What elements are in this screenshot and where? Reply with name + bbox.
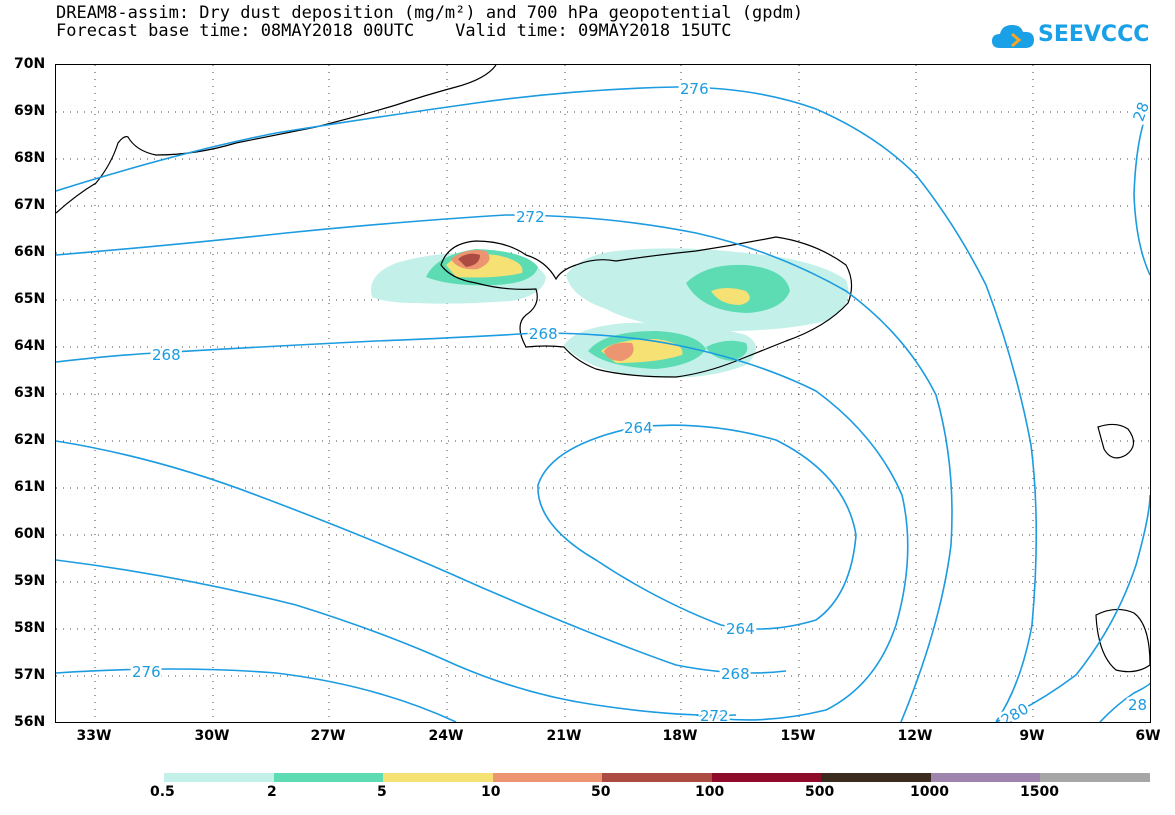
lat-label: 58N bbox=[14, 620, 46, 636]
logo-text: SEEVCCC bbox=[1038, 22, 1150, 47]
legend-swatch bbox=[164, 773, 274, 782]
contour-labels: 276 272 268 268 264 264 268 272 276 280 … bbox=[130, 78, 1151, 723]
legend-label: 1000 bbox=[910, 784, 949, 800]
contour-272-south bbox=[56, 559, 737, 717]
contour-label: 280 bbox=[998, 700, 1032, 722]
lon-label: 30W bbox=[194, 728, 230, 744]
lon-label: 6W bbox=[1135, 728, 1161, 744]
legend-label: 0.5 bbox=[150, 784, 175, 800]
legend-label: 100 bbox=[695, 784, 725, 800]
lat-label: 56N bbox=[14, 714, 46, 730]
coastlines bbox=[56, 65, 1150, 673]
legend-swatch bbox=[1040, 773, 1150, 782]
lat-label: 67N bbox=[14, 197, 46, 213]
faroe-coast bbox=[1097, 423, 1135, 459]
dust-area-10-south bbox=[604, 342, 634, 361]
map-title: DREAM8-assim: Dry dust deposition (mg/m²… bbox=[56, 3, 804, 23]
scotland-coast bbox=[1095, 608, 1150, 673]
lat-label: 63N bbox=[14, 385, 46, 401]
dust-area-5-north bbox=[711, 288, 750, 305]
contour-label: 268 bbox=[529, 325, 558, 343]
legend-swatch bbox=[931, 773, 1040, 782]
legend-swatch bbox=[493, 773, 602, 782]
contour-268 bbox=[56, 332, 909, 721]
lon-label: 21W bbox=[546, 728, 582, 744]
contour-280 bbox=[995, 494, 1150, 722]
contour-276-south bbox=[56, 668, 457, 722]
geopotential-contours bbox=[56, 86, 1150, 722]
graticule bbox=[56, 65, 1150, 722]
contour-28-right bbox=[1133, 104, 1150, 276]
contour-276-north bbox=[56, 86, 1038, 722]
lon-label: 12W bbox=[897, 728, 933, 744]
lat-label: 64N bbox=[14, 338, 46, 354]
lat-label: 59N bbox=[14, 573, 46, 589]
greenland-coast bbox=[56, 65, 497, 214]
lat-label: 66N bbox=[14, 244, 46, 260]
contour-label: 272 bbox=[516, 208, 545, 226]
contour-label: 268 bbox=[152, 346, 181, 364]
contour-268-south bbox=[56, 440, 787, 674]
contour-272 bbox=[56, 214, 953, 722]
lat-label: 60N bbox=[14, 526, 46, 542]
contour-label: 28 bbox=[1129, 100, 1150, 124]
legend-swatch bbox=[712, 773, 821, 782]
contour-28-bottom bbox=[1099, 682, 1150, 722]
lon-label: 18W bbox=[662, 728, 698, 744]
map-subtitle: Forecast base time: 08MAY2018 00UTC Vali… bbox=[56, 21, 732, 41]
contour-label: 272 bbox=[700, 707, 729, 722]
lon-label: 27W bbox=[310, 728, 346, 744]
lat-label: 62N bbox=[14, 432, 46, 448]
iceland-coast bbox=[440, 236, 853, 378]
lat-label: 61N bbox=[14, 479, 46, 495]
lon-label: 33W bbox=[76, 728, 112, 744]
contour-264 bbox=[537, 424, 857, 630]
lon-label: 15W bbox=[780, 728, 816, 744]
legend-label: 10 bbox=[481, 784, 501, 800]
legend-label: 2 bbox=[267, 784, 277, 800]
legend-label: 5 bbox=[377, 784, 387, 800]
dust-area-50-west bbox=[458, 253, 480, 267]
legend-label: 500 bbox=[805, 784, 835, 800]
lat-label: 65N bbox=[14, 291, 46, 307]
contour-label: 264 bbox=[624, 419, 653, 437]
lon-label: 24W bbox=[428, 728, 464, 744]
lat-label: 70N bbox=[14, 56, 46, 72]
lat-label: 69N bbox=[14, 103, 46, 119]
legend-label: 50 bbox=[591, 784, 611, 800]
contour-label: 276 bbox=[132, 663, 161, 681]
contour-label: 264 bbox=[726, 620, 755, 638]
contour-label: 276 bbox=[680, 80, 709, 98]
legend-swatch bbox=[602, 773, 712, 782]
lat-label: 57N bbox=[14, 667, 46, 683]
legend-label: 1500 bbox=[1020, 784, 1059, 800]
contour-label: 28 bbox=[1128, 696, 1147, 714]
legend-swatch bbox=[383, 773, 493, 782]
seevccc-logo: SEEVCCC bbox=[990, 20, 1149, 54]
map-canvas: 276 272 268 268 264 264 268 272 276 280 … bbox=[56, 65, 1150, 722]
lat-label: 68N bbox=[14, 150, 46, 166]
lon-label: 9W bbox=[1019, 728, 1045, 744]
cloud-icon bbox=[992, 25, 1034, 48]
contour-label: 268 bbox=[721, 665, 750, 683]
legend-swatch bbox=[274, 773, 383, 782]
dust-area-2-north bbox=[686, 264, 790, 313]
dust-area-2-south-e bbox=[706, 340, 748, 361]
legend-swatch bbox=[821, 773, 931, 782]
map-panel: 276 272 268 268 264 264 268 272 276 280 … bbox=[55, 64, 1151, 723]
